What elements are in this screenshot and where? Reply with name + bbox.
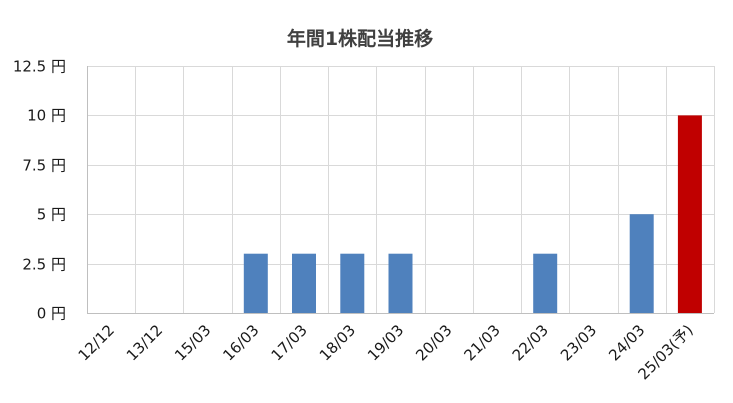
bar (629, 214, 654, 313)
bar (292, 253, 316, 313)
bar (243, 253, 268, 313)
bar (388, 253, 413, 313)
y-tick-label: 0 円 (37, 305, 66, 323)
bar (533, 253, 558, 313)
y-tick-label: 10 円 (27, 107, 66, 125)
bars (243, 115, 702, 314)
x-tick-labels: 12/12 13/12 15/03 16/03 17/03 18/03 19/03 20/03… (75, 321, 697, 383)
y-tick-label: 5 円 (37, 206, 66, 224)
x-tick-label: 13/12 (123, 321, 166, 364)
x-tick-label: 16/03 (219, 321, 262, 364)
axes (87, 66, 714, 314)
y-tick-labels: 0 円 2.5 円 5 円 7.5 円 10 円 12.5 円 (13, 58, 66, 323)
y-tick-label: 7.5 円 (22, 157, 66, 175)
y-tick-label: 2.5 円 (22, 256, 66, 274)
x-tick-label: 18/03 (316, 321, 359, 364)
x-tick-label: 17/03 (268, 321, 311, 364)
bar (677, 115, 702, 314)
x-tick-label: 23/03 (557, 321, 600, 364)
chart-title: 年間1株配当推移 (287, 27, 433, 50)
x-tick-label: 12/12 (75, 321, 118, 364)
x-tick-label: 15/03 (171, 321, 214, 364)
x-tick-label: 20/03 (412, 321, 455, 364)
x-tick-label: 21/03 (460, 321, 503, 364)
x-tick-label: 22/03 (509, 321, 552, 364)
x-tick-label: 19/03 (364, 321, 407, 364)
x-tick-label: 24/03 (605, 321, 648, 364)
y-tick-label: 12.5 円 (13, 58, 66, 76)
bar (340, 253, 365, 313)
